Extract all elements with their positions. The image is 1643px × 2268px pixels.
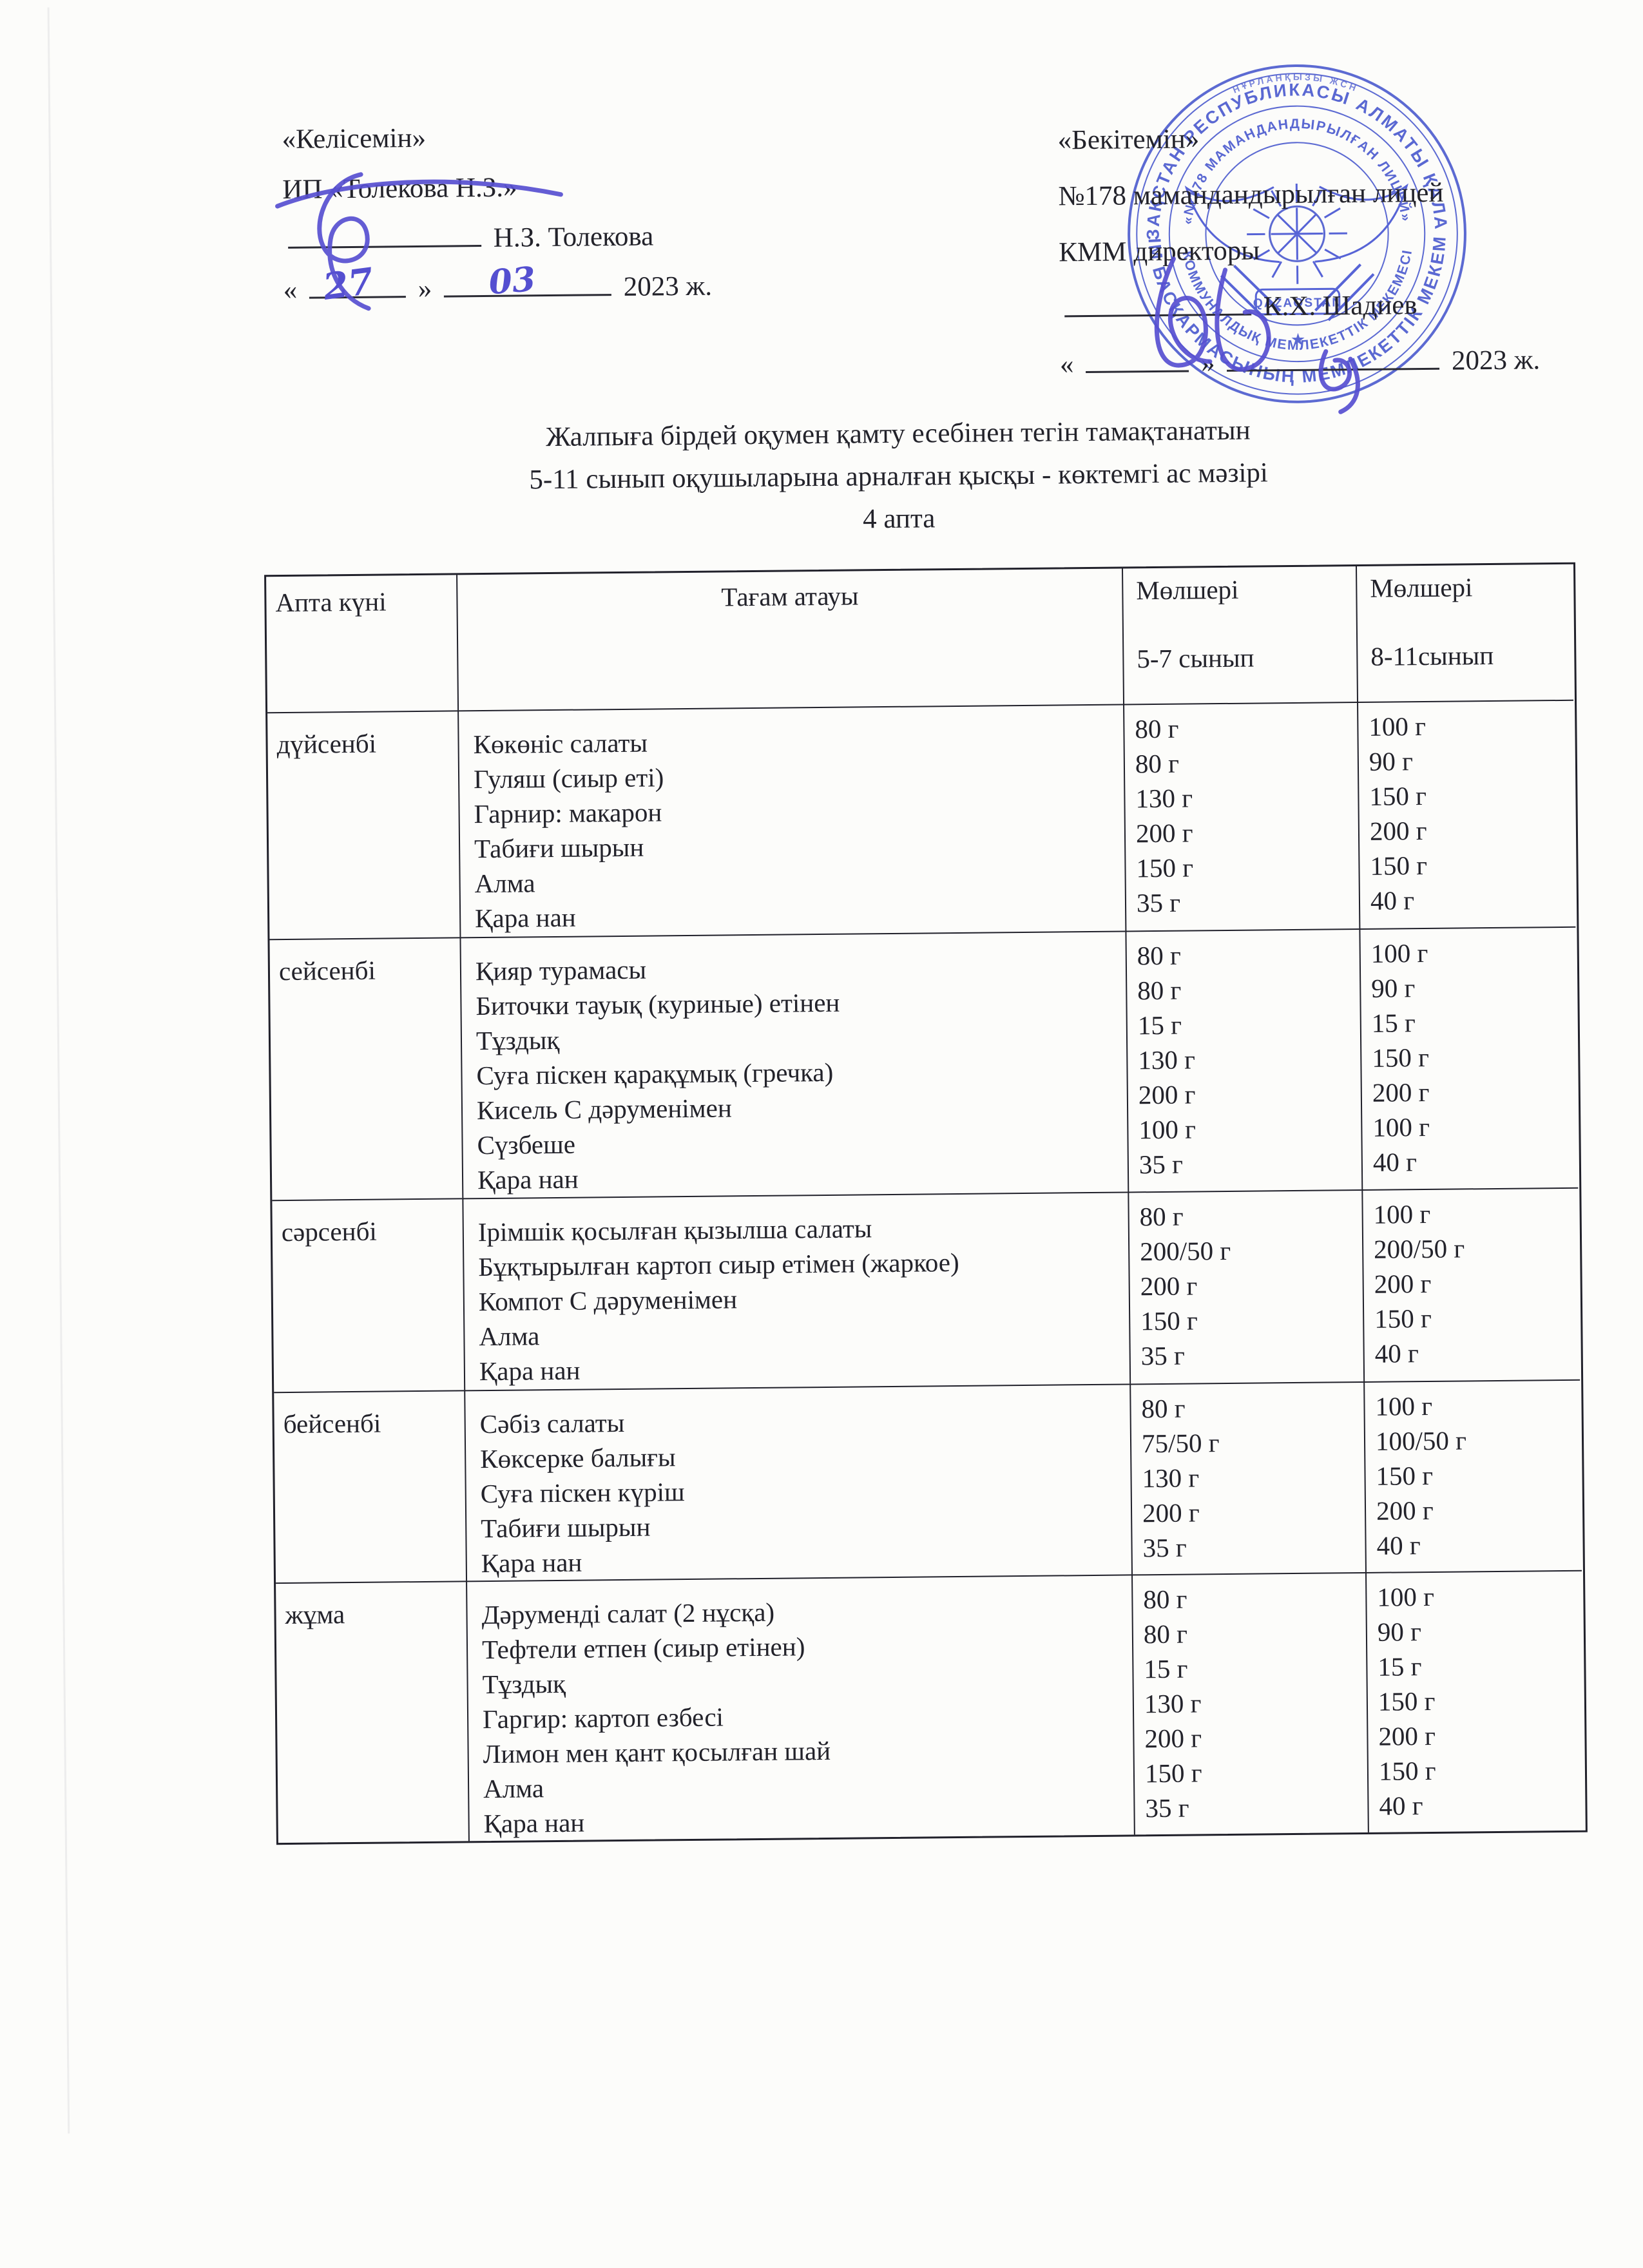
portions-5-7-cell: 80 г 80 г 130 г 200 г 150 г 35 г bbox=[1123, 702, 1359, 930]
dishes-cell: Көкөніс салаты Гуляш (сиыр еті) Гарнир: … bbox=[457, 704, 1125, 937]
right-org-name: №178 мамандандырылған лицей bbox=[1058, 164, 1539, 224]
day-cell: сейсенбі bbox=[269, 937, 462, 1200]
portions-5-7-cell: 80 г 75/50 г 130 г 200 г 35 г bbox=[1129, 1381, 1365, 1574]
portion-label: Мөлшері bbox=[1136, 573, 1356, 606]
table-row-tuesday: сейсенбі Қияр турамасы Биточки тауық (ку… bbox=[269, 927, 1579, 1200]
portions-5-7-cell: 80 г 80 г 15 г 130 г 200 г 100 г 35 г bbox=[1125, 928, 1361, 1191]
right-signature-scribble bbox=[1112, 249, 1449, 445]
day-cell: дүйсенбі bbox=[267, 710, 459, 939]
approve-label: «Бекітемін» bbox=[1057, 108, 1538, 168]
dishes-cell: Ірімшік қосылған қызылша салаты Бұқтырыл… bbox=[462, 1191, 1129, 1390]
quote-open: « bbox=[1060, 349, 1074, 380]
portion-label: Мөлшері bbox=[1370, 571, 1572, 604]
table-header-row: Апта күні Тағам атауы Мөлшері 5-7 сынып … bbox=[266, 564, 1575, 712]
class-5-7-label: 5-7 сынып bbox=[1137, 641, 1356, 674]
left-signature-scribble bbox=[258, 161, 581, 332]
portions-8-11-cell: 100 г 90 г 150 г 200 г 150 г 40 г bbox=[1357, 700, 1575, 928]
portions-8-11-cell: 100 г 200/50 г 200 г 150 г 40 г bbox=[1361, 1187, 1580, 1381]
table-row-thursday: бейсенбі Сәбіз салаты Көксерке балығы Су… bbox=[274, 1379, 1583, 1582]
table-row-monday: дүйсенбі Көкөніс салаты Гуляш (сиыр еті)… bbox=[267, 700, 1577, 939]
header-portion-5-7: Мөлшері 5-7 сынып bbox=[1122, 566, 1357, 704]
portions-8-11-cell: 100 г 90 г 15 г 150 г 200 г 100 г 40 г bbox=[1359, 927, 1578, 1189]
scan-edge-artifact bbox=[48, 7, 70, 2133]
table-row-friday: жұма Дәруменді салат (2 нұсқа) Тефтели е… bbox=[276, 1570, 1586, 1843]
day-cell: бейсенбі bbox=[274, 1390, 466, 1582]
right-year-label: 2023 ж. bbox=[1452, 345, 1541, 376]
header-portion-8-11: Мөлшері 8-11сынып bbox=[1356, 564, 1573, 702]
portions-5-7-cell: 80 г 80 г 15 г 130 г 200 г 150 г 35 г bbox=[1131, 1572, 1368, 1834]
dishes-cell: Дәруменді салат (2 нұсқа) Тефтели етпен … bbox=[466, 1574, 1134, 1841]
agree-label: «Келісемін» bbox=[282, 111, 711, 165]
class-8-11-label: 8-11сынып bbox=[1370, 639, 1573, 672]
portions-5-7-cell: 80 г 200/50 г 200 г 150 г 35 г bbox=[1128, 1189, 1363, 1383]
dishes-cell: Қияр турамасы Биточки тауық (куриные) ет… bbox=[459, 930, 1128, 1198]
header-day: Апта күні bbox=[266, 575, 457, 712]
day-cell: сәрсенбі bbox=[272, 1198, 464, 1392]
table-row-wednesday: сәрсенбі Ірімшік қосылған қызылша салаты… bbox=[272, 1187, 1581, 1392]
menu-table: Апта күні Тағам атауы Мөлшері 5-7 сынып … bbox=[264, 562, 1588, 1845]
left-year-label: 2023 ж. bbox=[624, 271, 713, 302]
day-cell: жұма bbox=[276, 1581, 468, 1843]
portions-8-11-cell: 100 г 100/50 г 150 г 200 г 40 г bbox=[1363, 1379, 1582, 1572]
dishes-cell: Сәбіз салаты Көксерке балығы Суға піскен… bbox=[464, 1383, 1131, 1581]
header-dish: Тағам атауы bbox=[456, 569, 1123, 711]
portions-8-11-cell: 100 г 90 г 15 г 150 г 200 г 150 г 40 г bbox=[1365, 1570, 1584, 1832]
